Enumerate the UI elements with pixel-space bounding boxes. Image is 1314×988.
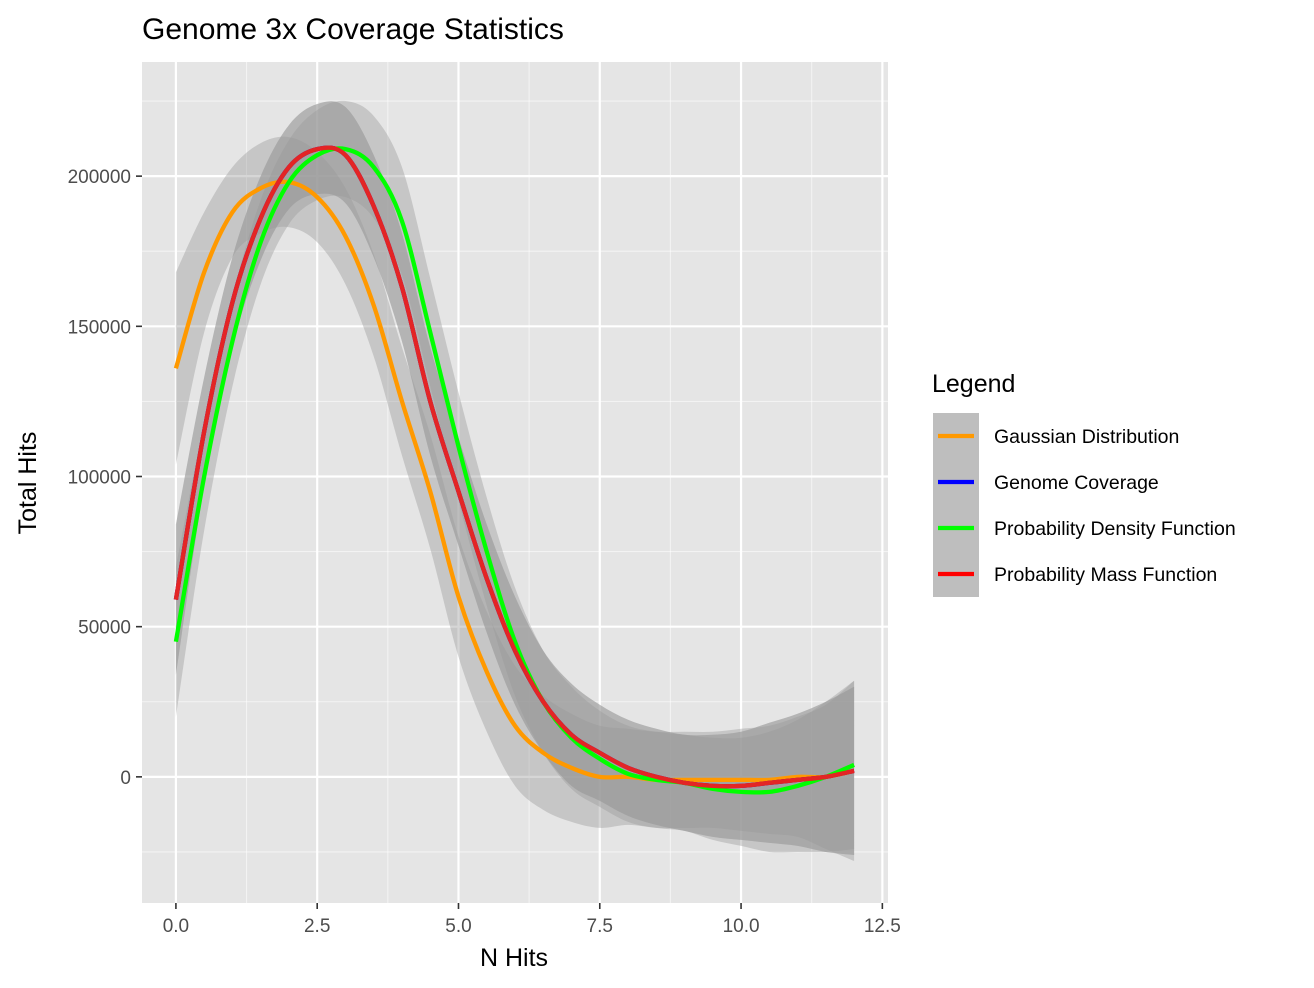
legend-entry: Gaussian Distribution [994,426,1179,448]
legend: Legend Gaussian Distribution Genome Cover… [932,370,1236,597]
x-tick-label: 0.0 [163,916,189,937]
y-tick-label: 0 [120,768,131,789]
series-lines [173,145,855,795]
y-tick-label: 100000 [68,467,131,488]
x-axis-label: N Hits [480,944,548,972]
y-axis-label: Total Hits [14,432,42,535]
legend-entry: Genome Coverage [994,472,1159,494]
x-tick-label: 5.0 [445,916,471,937]
x-tick-label: 12.5 [864,916,901,937]
legend-entry: Probability Density Function [994,518,1236,540]
grid [142,62,888,903]
x-tick-label: 2.5 [304,916,330,937]
x-tick-label: 10.0 [723,916,760,937]
legend-entry: Probability Mass Function [994,564,1217,586]
chart-title: Genome 3x Coverage Statistics [142,13,564,46]
x-axis: 0.0 2.5 5.0 7.5 10.0 12.5 [163,903,901,937]
overlap-shading [173,145,855,789]
series-line-probability-density-function [173,146,855,795]
legend-title: Legend [932,370,1015,398]
y-tick-label: 200000 [68,167,131,188]
plot-panel [142,62,888,903]
x-tick-label: 7.5 [587,916,613,937]
y-axis: 0 50000 100000 150000 200000 [68,167,142,789]
y-tick-label: 150000 [68,317,131,338]
y-tick-label: 50000 [78,618,131,639]
